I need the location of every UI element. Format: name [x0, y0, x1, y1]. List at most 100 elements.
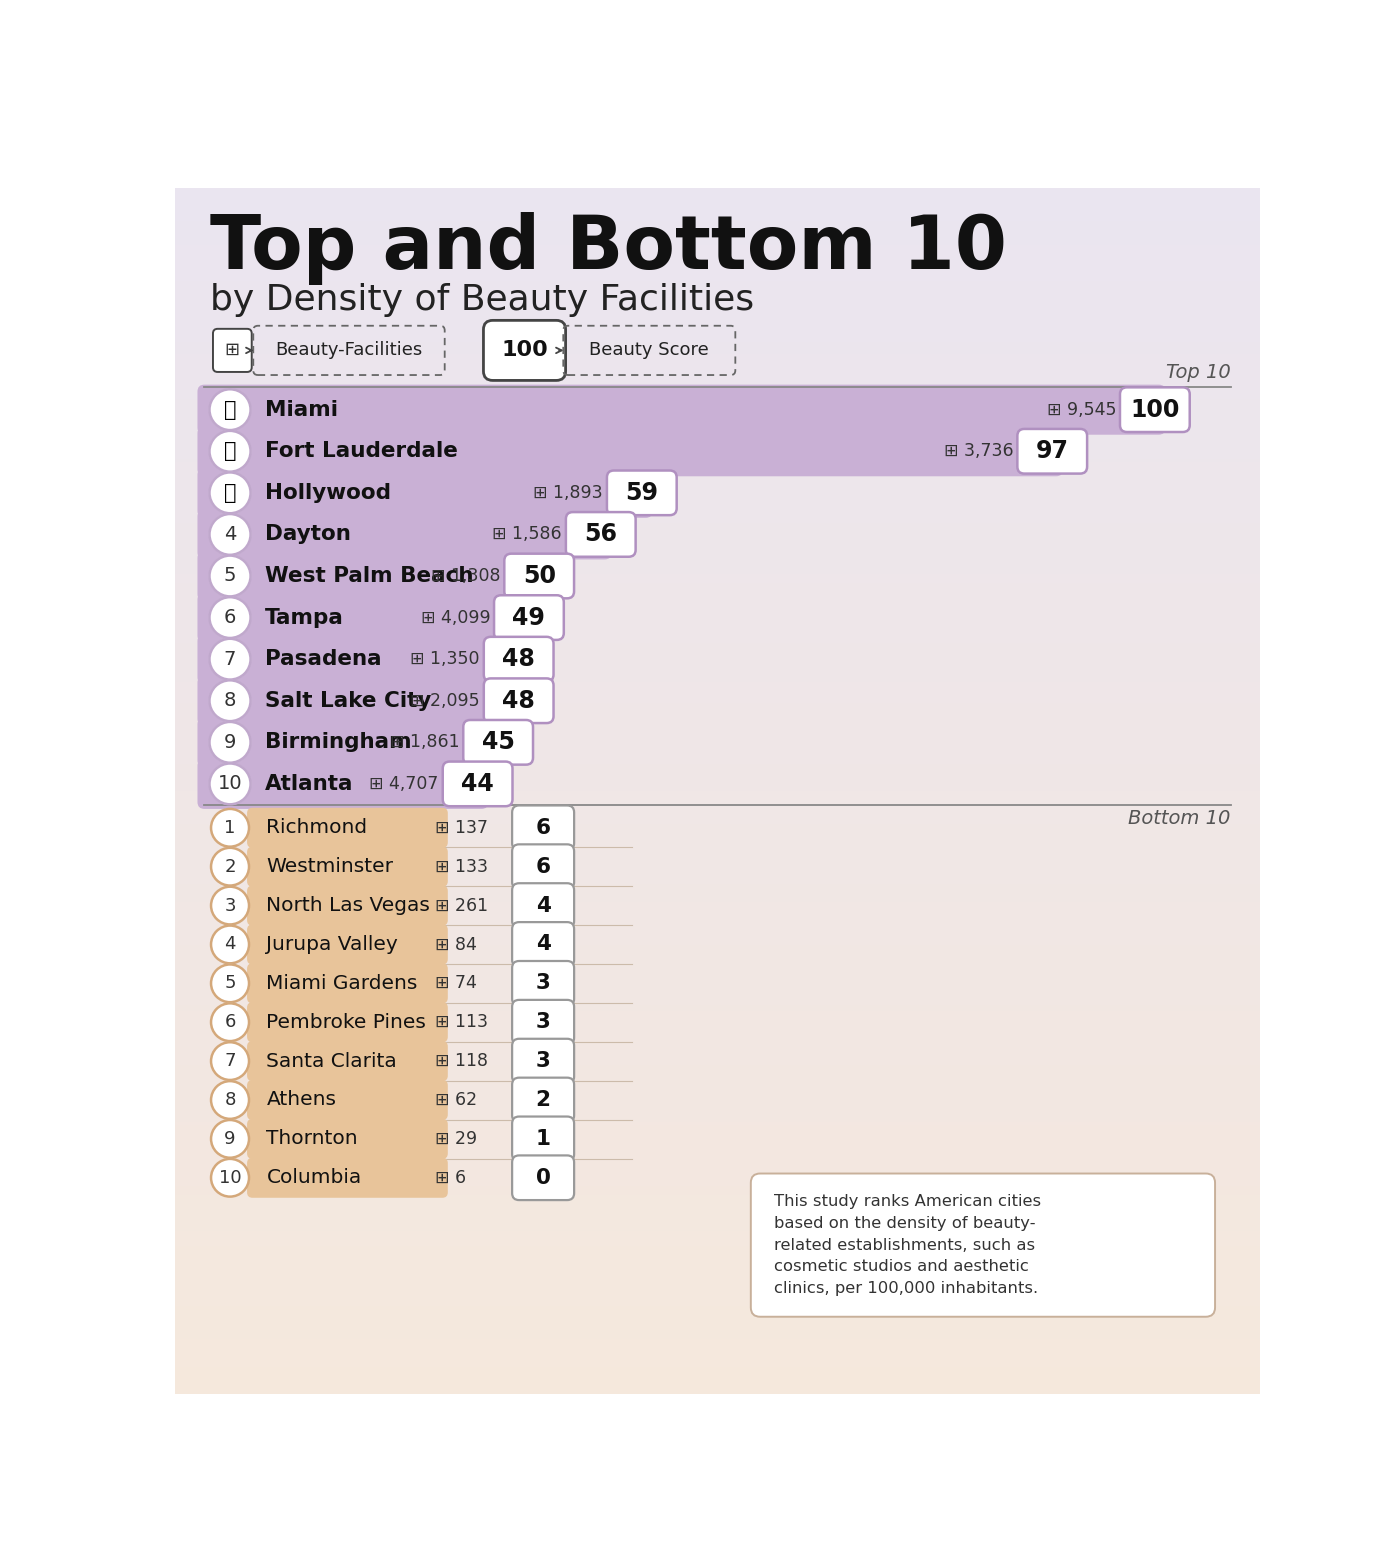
- Bar: [175, 1051, 1260, 1052]
- Bar: [175, 1370, 1260, 1373]
- Bar: [175, 474, 1260, 478]
- Bar: [175, 683, 1260, 686]
- Bar: [175, 266, 1260, 269]
- Bar: [175, 227, 1260, 230]
- FancyBboxPatch shape: [1120, 387, 1190, 432]
- Bar: [175, 1168, 1260, 1171]
- Bar: [175, 492, 1260, 495]
- Circle shape: [210, 556, 251, 597]
- Bar: [175, 553, 1260, 556]
- Circle shape: [211, 1004, 249, 1041]
- Bar: [175, 951, 1260, 954]
- FancyBboxPatch shape: [484, 637, 553, 681]
- Circle shape: [211, 1159, 249, 1196]
- Bar: [175, 1240, 1260, 1243]
- FancyBboxPatch shape: [750, 1173, 1215, 1317]
- Bar: [175, 905, 1260, 908]
- Text: 4: 4: [224, 935, 235, 954]
- Bar: [175, 810, 1260, 811]
- Bar: [175, 716, 1260, 719]
- Text: 48: 48: [503, 647, 535, 672]
- Bar: [175, 504, 1260, 507]
- Bar: [175, 1176, 1260, 1179]
- Bar: [175, 276, 1260, 279]
- Text: 44: 44: [461, 772, 494, 796]
- Bar: [175, 1110, 1260, 1113]
- Bar: [175, 529, 1260, 531]
- Bar: [175, 655, 1260, 658]
- Bar: [175, 1276, 1260, 1279]
- Bar: [175, 345, 1260, 348]
- Bar: [175, 1041, 1260, 1045]
- Bar: [175, 781, 1260, 785]
- Text: 7: 7: [224, 650, 237, 669]
- Bar: [175, 1077, 1260, 1081]
- Bar: [175, 384, 1260, 387]
- Bar: [175, 1129, 1260, 1132]
- Bar: [175, 370, 1260, 371]
- Bar: [175, 1355, 1260, 1358]
- FancyBboxPatch shape: [512, 883, 574, 929]
- Bar: [175, 1243, 1260, 1247]
- Bar: [175, 409, 1260, 410]
- FancyBboxPatch shape: [512, 962, 574, 1005]
- Bar: [175, 318, 1260, 321]
- Bar: [175, 821, 1260, 824]
- Text: 97: 97: [1036, 438, 1068, 464]
- Bar: [175, 830, 1260, 833]
- Bar: [175, 1005, 1260, 1009]
- Bar: [175, 1315, 1260, 1319]
- Bar: [175, 465, 1260, 468]
- Text: 100: 100: [1130, 398, 1180, 421]
- Bar: [175, 846, 1260, 849]
- Bar: [175, 969, 1260, 971]
- Text: 8: 8: [224, 691, 237, 711]
- Bar: [175, 1038, 1260, 1041]
- Bar: [175, 1367, 1260, 1370]
- Bar: [175, 390, 1260, 393]
- Bar: [175, 1375, 1260, 1378]
- Text: 7: 7: [224, 1052, 235, 1070]
- Bar: [175, 860, 1260, 863]
- FancyBboxPatch shape: [197, 426, 1063, 476]
- Bar: [175, 374, 1260, 377]
- Bar: [175, 1059, 1260, 1062]
- Bar: [175, 1348, 1260, 1351]
- Bar: [175, 429, 1260, 432]
- Bar: [175, 393, 1260, 396]
- Text: 🥈: 🥈: [224, 442, 237, 462]
- Bar: [175, 592, 1260, 595]
- Bar: [175, 1270, 1260, 1273]
- Text: ⊞: ⊞: [225, 341, 239, 359]
- Bar: [175, 1084, 1260, 1087]
- Bar: [175, 758, 1260, 761]
- Bar: [175, 1104, 1260, 1107]
- Circle shape: [211, 810, 249, 847]
- FancyBboxPatch shape: [566, 512, 636, 557]
- Bar: [175, 402, 1260, 406]
- Bar: [175, 1215, 1260, 1218]
- Bar: [175, 299, 1260, 302]
- Bar: [175, 309, 1260, 312]
- Bar: [175, 927, 1260, 930]
- Bar: [175, 1153, 1260, 1156]
- Bar: [175, 547, 1260, 550]
- Bar: [175, 713, 1260, 716]
- Bar: [175, 960, 1260, 963]
- Bar: [175, 1231, 1260, 1234]
- Bar: [175, 882, 1260, 885]
- Bar: [175, 899, 1260, 902]
- Bar: [175, 1098, 1260, 1101]
- Bar: [175, 788, 1260, 791]
- Bar: [175, 514, 1260, 517]
- Bar: [175, 863, 1260, 866]
- Bar: [175, 1273, 1260, 1276]
- Bar: [175, 315, 1260, 318]
- Bar: [175, 680, 1260, 683]
- Bar: [175, 628, 1260, 631]
- FancyBboxPatch shape: [504, 554, 574, 598]
- Text: ⊞ 74: ⊞ 74: [434, 974, 476, 993]
- Bar: [175, 902, 1260, 905]
- Bar: [175, 1062, 1260, 1065]
- Bar: [175, 879, 1260, 882]
